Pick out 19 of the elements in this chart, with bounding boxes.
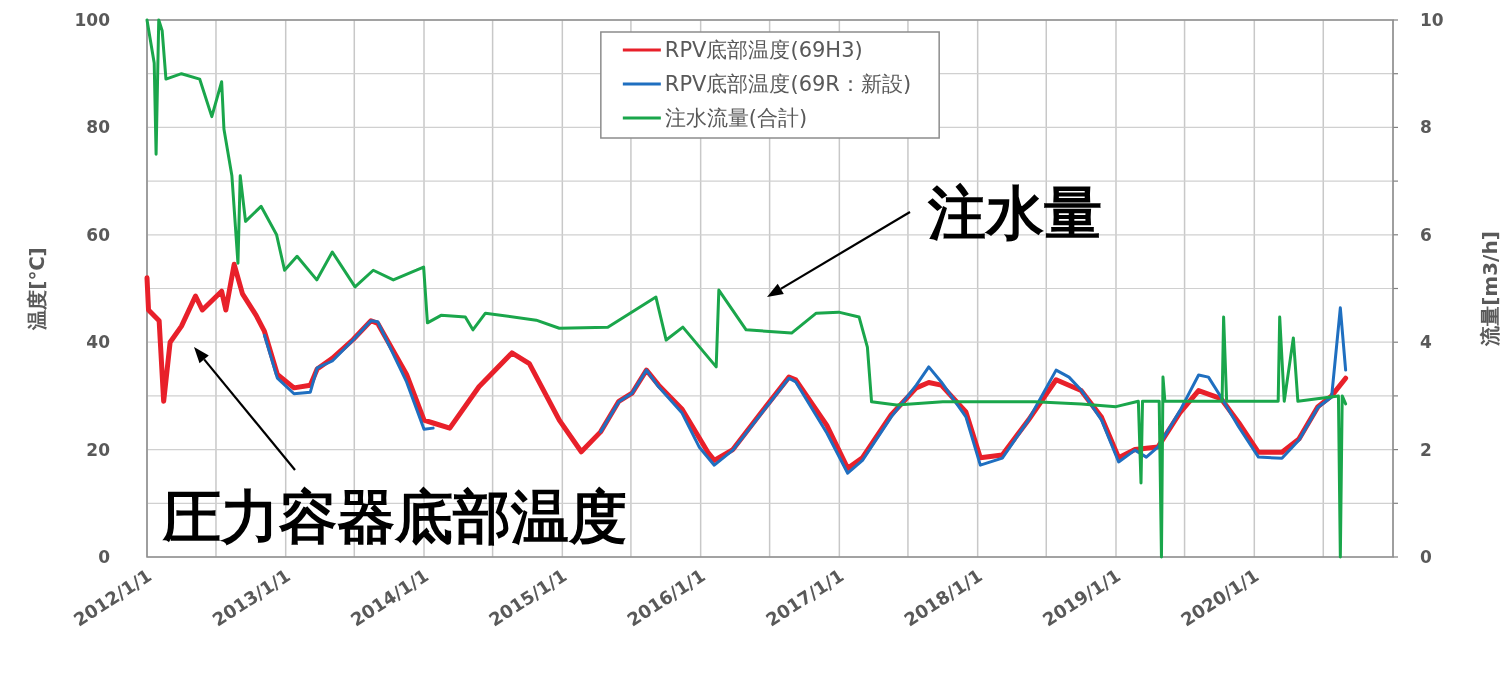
y-tick-label: 60 [86, 224, 111, 245]
annotation: 注水量 [927, 179, 1102, 247]
y2-tick-label: 0 [1420, 547, 1432, 567]
legend-label: RPV底部温度(69R：新設) [664, 72, 912, 96]
legend-label: 注水流量(合計) [664, 106, 808, 130]
y2-tick-label: 6 [1420, 224, 1432, 245]
y-tick-label: 40 [86, 332, 111, 353]
y-tick-label: 20 [86, 439, 111, 460]
y2-axis-title: 流量[m3/h] [1478, 231, 1502, 347]
legend-label: RPV底部温度(69H3) [664, 38, 863, 62]
y2-tick-label: 4 [1420, 332, 1432, 353]
y2-tick-label: 10 [1420, 10, 1444, 30]
y2-tick-label: 8 [1420, 117, 1432, 138]
y-tick-label: 0 [98, 547, 111, 567]
annotation: 圧力容器底部温度 [162, 483, 627, 551]
y2-tick-label: 2 [1420, 439, 1432, 460]
y-axis-title: 温度[℃] [25, 247, 49, 331]
y-tick-label: 80 [86, 117, 111, 138]
y-tick-label: 100 [74, 10, 111, 30]
